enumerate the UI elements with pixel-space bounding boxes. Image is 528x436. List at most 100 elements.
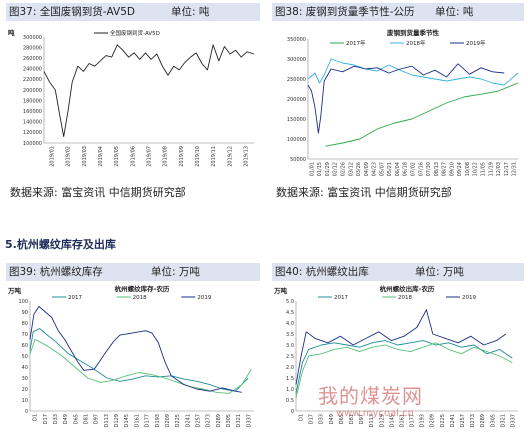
x-tick-label: 2019/09 — [179, 146, 185, 167]
watermark: 我的煤炭网 www.mycoal.cn — [318, 380, 423, 419]
x-tick-label: 2019/05 — [114, 146, 120, 167]
x-tick-label: D49 — [329, 414, 335, 424]
x-tick-label: D289 — [480, 414, 486, 427]
legend-label: 全国废钢到货-AV5D — [110, 29, 160, 37]
x-tick-label: D97 — [94, 414, 100, 424]
x-tick-label: D177 — [145, 414, 151, 427]
legend-label: 2019 — [462, 295, 476, 301]
x-tick-label: D33 — [53, 414, 59, 424]
x-tick-label: 10/22 — [473, 162, 479, 176]
legend-label: 2017 — [68, 295, 82, 301]
panel-title-text: 图40: 杭州螺纹出库 — [275, 266, 369, 278]
x-tick-label: D177 — [410, 414, 416, 427]
series-line-全国废钢到货-AV5D — [43, 44, 255, 138]
y-tick-label: 200000 — [23, 88, 42, 94]
x-tick-label: D1 — [33, 414, 39, 421]
y-tick-label: 30 — [22, 376, 28, 382]
series-line-2019 — [29, 306, 242, 393]
legend-label: 2019年 — [466, 39, 486, 47]
y-tick-label: 70 — [22, 332, 28, 338]
x-tick-label: D161 — [399, 414, 405, 427]
panel-title-text: 图37: 全国废钢到货-AV5D — [9, 6, 135, 18]
y-tick-label: 100000 — [287, 137, 306, 143]
data-source: 数据来源: 富宝资讯 中信期货研究部 — [10, 186, 186, 199]
panel-title: 图39: 杭州螺纹库存 单位: 万吨 — [6, 263, 260, 281]
y-tick-label: 0 — [25, 409, 28, 415]
y-tick-label: 2.0 — [286, 365, 294, 371]
x-tick-label: D257 — [196, 414, 202, 427]
panel-title: 图40: 杭州螺纹出库 单位: 万吨 — [272, 263, 524, 281]
data-source: 数据来源: 富宝资讯 中信期货研究部 — [276, 186, 452, 199]
chart-scrap-seasonal: 50000 100000 150000 200000 250000 300000 35000… — [287, 28, 519, 176]
y-tick-label: 4.5 — [286, 310, 294, 316]
x-tick-label: D17 — [309, 414, 315, 424]
x-tick-label: 2019/11 — [211, 146, 217, 167]
x-tick-label: D65 — [339, 414, 345, 424]
x-tick-label: 2019/03 — [82, 146, 88, 167]
y-tick-label: 90 — [22, 310, 28, 316]
y-tick-label: 250000 — [287, 77, 306, 83]
y-tick-label: 3.0 — [286, 343, 294, 349]
y-axis-label: 吨 — [8, 28, 15, 37]
legend-label: 2018年 — [406, 39, 426, 47]
chart-title: 杭州螺纹出库-农历 — [380, 284, 435, 293]
y-tick-label: 0 — [291, 409, 294, 415]
x-tick-label: D113 — [369, 414, 375, 427]
x-tick-label: D257 — [460, 414, 466, 427]
x-tick-label: 07/02 — [411, 162, 417, 176]
x-tick-label: 09/24 — [457, 162, 463, 176]
x-tick-label: 04/23 — [372, 162, 378, 176]
y-tick-label: 1.0 — [286, 387, 294, 393]
x-tick-label: 2019/12 — [227, 146, 233, 167]
x-tick-label: D65 — [73, 414, 79, 424]
x-tick-label: 01/29 — [325, 162, 331, 176]
y-tick-label: 2.5 — [286, 354, 294, 360]
x-tick-label: 10/08 — [465, 162, 471, 176]
legend-label: 2019 — [197, 295, 211, 301]
panel-title: 图37: 全国废钢到货-AV5D 单位: 吨 — [6, 3, 260, 21]
x-tick-label: D81 — [84, 414, 90, 424]
y-tick-label: 0.5 — [286, 398, 294, 404]
y-tick-label: 180000 — [23, 98, 42, 104]
x-tick-label: 2019/02 — [66, 146, 72, 167]
legend-label: 2017 — [334, 295, 348, 301]
x-tick-label: 06/04 — [395, 162, 401, 176]
legend-label: 2018 — [133, 295, 147, 301]
chart-rebar-inventory: 0 10 20 30 40 50 60 70 80 90 100 D1 D17 D33 D49 D65 D81 D… — [7, 284, 254, 427]
x-tick-label: D225 — [440, 414, 446, 427]
x-tick-label: D209 — [165, 414, 171, 427]
x-tick-label: 05/07 — [379, 162, 385, 176]
panel-rebar-outflow: 图40: 杭州螺纹出库 单位: 万吨 0 0.5 1.0 1.5 2.0 2.5 3.0 3.… — [272, 263, 524, 436]
y-tick-label: 10 — [22, 398, 28, 404]
panel-title-text: 图38: 废钢到货量季节性-公历 — [275, 6, 415, 18]
x-tick-label: 03/26 — [356, 162, 362, 176]
x-tick-label: 02/26 — [341, 162, 347, 176]
x-tick-label: 07/30 — [426, 162, 432, 176]
series-line-2019年 — [307, 63, 505, 134]
y-tick-label: 300000 — [287, 57, 306, 63]
y-tick-label: 4.0 — [286, 321, 294, 327]
x-tick-label: D129 — [114, 414, 120, 427]
series-line-2018 — [295, 342, 513, 398]
y-tick-label: 200000 — [287, 97, 306, 103]
y-tick-label: 120000 — [23, 130, 42, 136]
y-tick-label: 140000 — [23, 120, 42, 126]
panel-unit: 单位: 万吨 — [415, 266, 464, 278]
x-tick-label: 09/10 — [449, 162, 455, 176]
x-tick-label: D49 — [63, 414, 69, 424]
x-tick-label: D241 — [185, 414, 191, 427]
x-tick-label: D1 — [299, 414, 305, 421]
x-tick-label: D193 — [420, 414, 426, 427]
y-tick-label: 50 — [22, 354, 28, 360]
x-tick-label: D193 — [155, 414, 161, 427]
panel-title: 图38: 废钢到货量季节性-公历 单位: 吨 — [272, 3, 524, 21]
x-tick-label: D97 — [359, 414, 365, 424]
panel-rebar-inventory: 图39: 杭州螺纹库存 单位: 万吨 0 10 20 30 40 50 60 70 80 90 10… — [6, 263, 260, 436]
y-axis-label: 万吨 — [7, 286, 22, 295]
x-tick-label: D273 — [206, 414, 212, 427]
y-tick-label: 50000 — [290, 157, 306, 163]
legend-label: 2018 — [398, 295, 412, 301]
x-tick-label: 2019/04 — [98, 146, 104, 167]
series-line-2019 — [295, 309, 507, 385]
x-tick-label: D225 — [175, 414, 181, 427]
